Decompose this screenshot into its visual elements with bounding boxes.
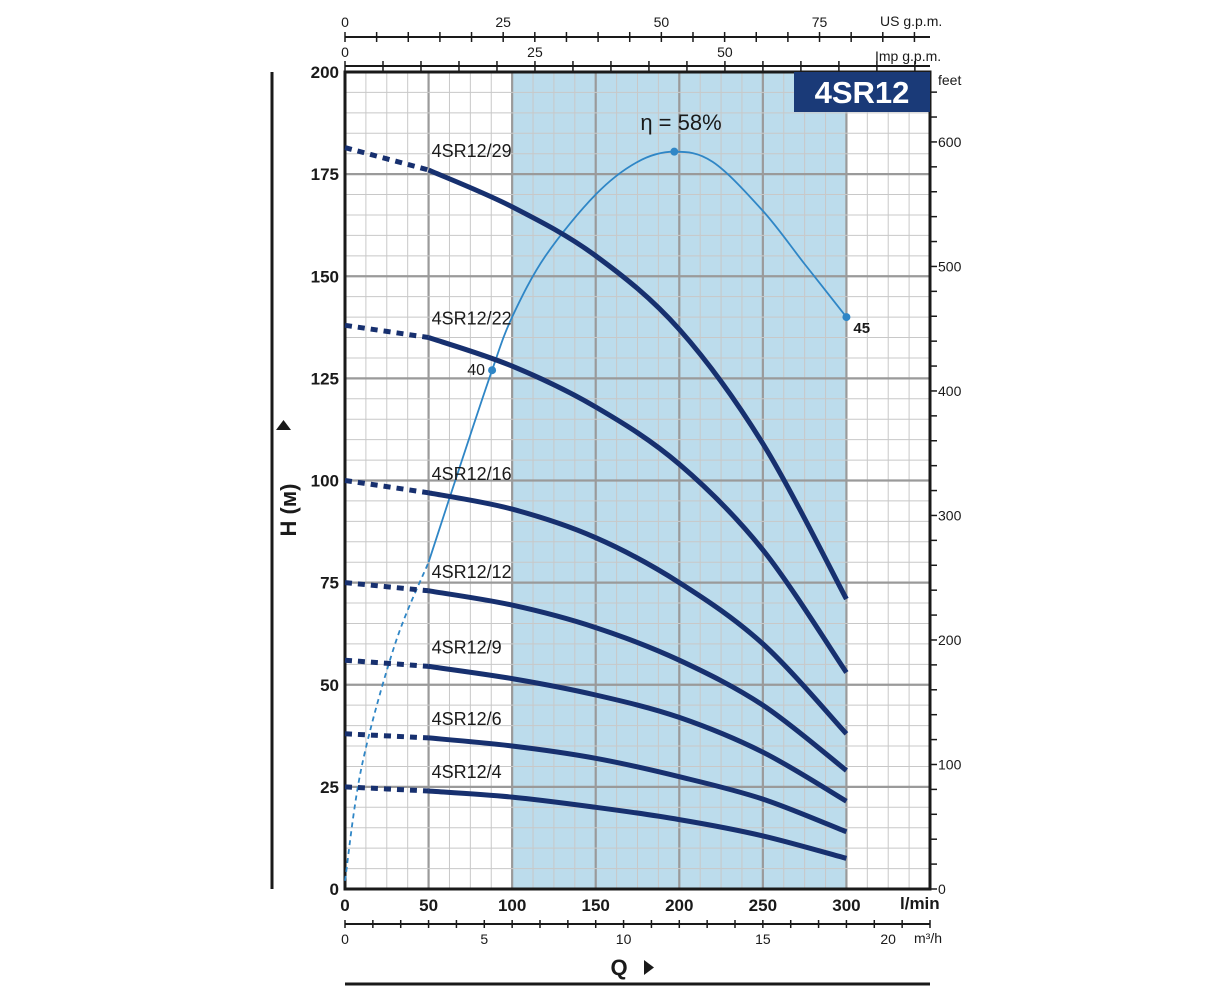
head-curve-dashed (344, 731, 429, 741)
efficiency-label: η = 58% (640, 110, 721, 135)
efficiency-point (842, 313, 851, 322)
series-label: 4SR12/6 (432, 709, 502, 729)
efficiency-point-label: 40 (467, 362, 485, 379)
y-tick-label: 0 (330, 880, 339, 899)
x-tick-label: 150 (582, 896, 610, 915)
head-curve (428, 788, 848, 861)
head-curve-dashed (344, 784, 429, 794)
series-label: 4SR12/12 (432, 562, 512, 582)
x-tick-label: 200 (665, 896, 693, 915)
x-tick-label: 300 (832, 896, 860, 915)
efficiency-curve-group: 40 45 (344, 147, 870, 881)
model-badge-bg (794, 72, 930, 112)
us-gpm-tick-label: 25 (495, 14, 511, 30)
feet-tick-label: 500 (938, 258, 962, 274)
model-badge-text: 4SR12 (815, 75, 910, 110)
series-label: 4SR12/22 (432, 309, 512, 329)
tick-labels: 0 25 50 750 25 500 5 10 15 2001002003004005006000… (311, 14, 962, 947)
feet-tick-label: 200 (938, 632, 962, 648)
efficiency-point (488, 366, 497, 375)
m3h-unit-label: m³/h (914, 930, 942, 946)
efficiency-peak-point (670, 147, 679, 156)
x-axis-label: Q (610, 955, 627, 980)
series-label: 4SR12/29 (432, 141, 512, 161)
us-gpm-tick-label: 0 (341, 14, 349, 30)
m3h-tick-label: 0 (341, 931, 349, 947)
feet-tick-label: 0 (938, 881, 946, 897)
m3h-tick-label: 5 (480, 931, 488, 947)
head-curve-dashed (344, 478, 429, 496)
y-tick-label: 50 (320, 676, 339, 695)
head-curve-dashed (344, 145, 430, 173)
head-curve (428, 735, 848, 835)
efficiency-curve (427, 150, 848, 563)
head-curve-dashed (344, 322, 429, 340)
imp-gpm-tick-label: 50 (717, 44, 733, 60)
feet-tick-label: 600 (938, 134, 962, 150)
y-tick-label: 100 (311, 472, 339, 491)
y-tick-label: 75 (320, 574, 339, 593)
series-labels: 4SR12/29 4SR12/22 4SR12/16 4SR12/12 4SR12/9 4… (432, 141, 512, 782)
imp-gpm-tick-label: 0 (341, 44, 349, 60)
efficiency-point-label: 45 (853, 320, 870, 337)
head-curve (428, 490, 849, 736)
imp-gpm-unit-label: Imp g.p.m. (875, 48, 941, 64)
us-gpm-tick-label: 75 (812, 14, 828, 30)
x-tick-label: 0 (340, 896, 349, 915)
efficiency-curve-dashed (344, 561, 430, 881)
feet-tick-label: 400 (938, 383, 962, 399)
series-label: 4SR12/9 (432, 637, 502, 657)
y-tick-label: 175 (311, 165, 339, 184)
m3h-tick-label: 15 (755, 931, 771, 947)
x-tick-label: 50 (419, 896, 438, 915)
imp-gpm-tick-label: 25 (527, 44, 543, 60)
y-tick-label: 200 (311, 63, 339, 82)
y-axis-arrow-icon (276, 420, 291, 430)
y-tick-label: 25 (320, 778, 339, 797)
x-unit-label: l/min (900, 894, 940, 913)
head-curve (428, 663, 848, 804)
x-tick-label: 100 (498, 896, 526, 915)
m3h-tick-label: 10 (616, 931, 632, 947)
y-axis-label: H (м) (276, 484, 301, 537)
m3h-tick-label: 20 (880, 931, 896, 947)
series-label: 4SR12/4 (432, 762, 502, 782)
head-curve-dashed (344, 657, 429, 669)
feet-unit-label: feet (938, 72, 961, 88)
series-label: 4SR12/16 (432, 464, 512, 484)
head-curves-group (344, 145, 849, 861)
feet-tick-label: 100 (938, 756, 962, 772)
x-axis-arrow-icon (644, 960, 654, 975)
head-curve-dashed (344, 580, 429, 594)
feet-tick-label: 300 (938, 507, 962, 523)
x-tick-label: 250 (749, 896, 777, 915)
head-curve (427, 335, 849, 674)
us-gpm-tick-label: 50 (654, 14, 670, 30)
head-curve (427, 167, 849, 601)
y-tick-label: 150 (311, 267, 339, 286)
us-gpm-unit-label: US g.p.m. (880, 13, 942, 29)
model-badge: 4SR12 (794, 72, 930, 112)
y-tick-label: 125 (311, 369, 339, 388)
head-curve (428, 588, 848, 773)
